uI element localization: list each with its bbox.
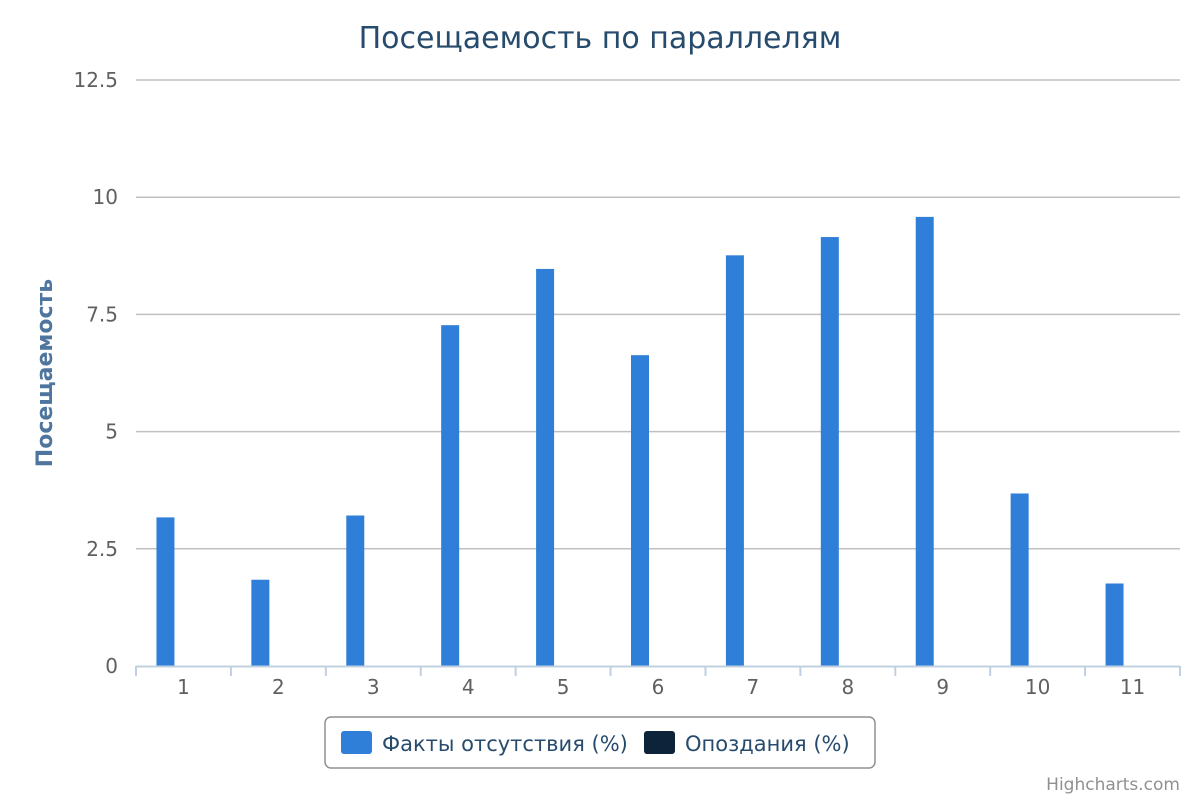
bar[interactable] xyxy=(1105,583,1124,666)
bar[interactable] xyxy=(631,355,649,666)
bars xyxy=(156,216,1124,667)
credits-link[interactable]: Highcharts.com xyxy=(1046,775,1180,795)
legend-swatch xyxy=(341,731,372,754)
x-tick-label: 11 xyxy=(1120,675,1145,699)
x-tick-label: 1 xyxy=(177,675,190,699)
bar[interactable] xyxy=(725,255,744,666)
y-tick-label: 7.5 xyxy=(86,302,118,326)
y-tick-label: 0 xyxy=(105,654,118,678)
x-tick-label: 2 xyxy=(272,675,285,699)
y-tick-label: 5 xyxy=(105,420,118,444)
bar[interactable] xyxy=(346,515,365,666)
x-tick-label: 7 xyxy=(747,675,760,699)
x-tick-label: 3 xyxy=(367,675,380,699)
x-tick-label: 10 xyxy=(1025,675,1050,699)
y-tick-label: 12.5 xyxy=(73,68,118,92)
legend-item[interactable]: Факты отсутствия (%) xyxy=(341,731,628,756)
y-tick-label: 10 xyxy=(93,185,118,209)
bar[interactable] xyxy=(820,237,839,666)
bar[interactable] xyxy=(251,579,270,666)
y-axis-ticks: 0 2.5 5 7.5 10 12.5 xyxy=(73,68,118,678)
x-tick-label: 9 xyxy=(936,675,949,699)
legend-item[interactable]: Опоздания (%) xyxy=(644,731,850,756)
grid-lines xyxy=(136,79,1180,550)
x-tick-label: 5 xyxy=(557,675,570,699)
legend-swatch xyxy=(644,731,675,754)
x-tick-label: 8 xyxy=(841,675,854,699)
x-tick-label: 6 xyxy=(652,675,665,699)
bar[interactable] xyxy=(441,325,460,666)
y-axis-title: Посещаемость xyxy=(33,279,58,467)
legend-box xyxy=(324,716,876,769)
y-tick-label: 2.5 xyxy=(86,537,118,561)
x-axis: 1 2 3 4 5 6 7 8 9 10 11 xyxy=(135,665,1181,699)
legend[interactable]: Факты отсутствия (%) Опоздания (%) xyxy=(324,716,876,769)
bar[interactable] xyxy=(156,517,175,666)
legend-label: Факты отсутствия (%) xyxy=(382,732,628,756)
bar[interactable] xyxy=(536,268,555,666)
legend-label: Опоздания (%) xyxy=(685,732,850,756)
chart-title: Посещаемость по параллелям xyxy=(359,21,842,56)
x-tick-label: 4 xyxy=(462,675,475,699)
bar[interactable] xyxy=(915,216,934,667)
bar[interactable] xyxy=(1010,493,1029,666)
